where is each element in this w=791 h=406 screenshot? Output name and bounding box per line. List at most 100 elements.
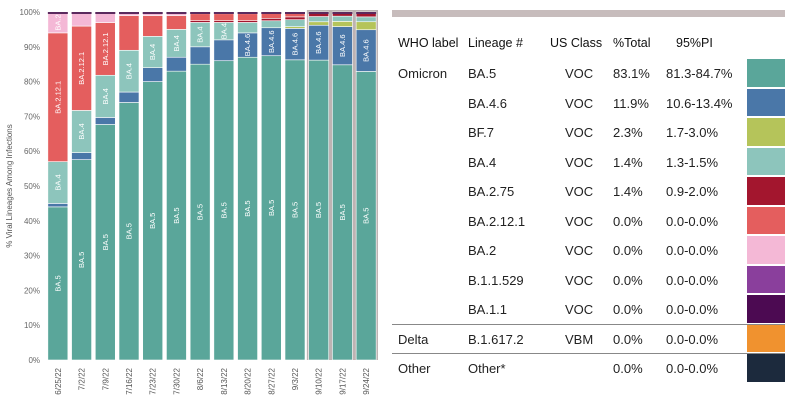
segment-label: BA.4: [125, 63, 134, 79]
segment-label: BA.4: [53, 174, 62, 190]
x-tick-label: 7/23/22: [149, 367, 158, 394]
legend-prediction-interval: 0.0-0.0%: [666, 361, 719, 376]
y-tick-label: 60%: [24, 147, 40, 156]
segment-label: BA.4.6: [338, 34, 347, 57]
x-tick-label: 8/27/22: [267, 367, 276, 394]
legend-who-label: Other: [398, 361, 431, 376]
bar-top-cap: [213, 12, 234, 14]
bar-top-cap: [285, 12, 305, 14]
bar-top-cap: [332, 12, 353, 14]
legend-percent-total: 0.0%: [613, 213, 643, 229]
y-tick-label: 20%: [24, 286, 40, 295]
segment-label: BA.4: [77, 123, 86, 139]
bar-segment-ba-2-12-1: [213, 13, 235, 21]
bar-segment-ba-4: [237, 22, 258, 34]
segment-label: BA.4: [148, 44, 157, 60]
segment-label: BA.5: [125, 223, 134, 239]
legend-prediction-interval: 10.6-13.4%: [666, 95, 733, 111]
header-percent-total: %Total: [613, 36, 651, 50]
legend-who-label: Omicron: [398, 66, 448, 81]
legend-percent-total: 1.4%: [613, 184, 643, 199]
segment-label: BA.4.6: [243, 34, 252, 57]
segment-label: BA.5: [219, 202, 228, 218]
bar-segment-ba-2: [71, 11, 92, 27]
legend-prediction-interval: 0.0-0.0%: [666, 243, 719, 258]
segment-label: BA.5: [291, 202, 300, 218]
y-tick-label: 40%: [24, 217, 40, 226]
legend-color-swatch: [747, 354, 785, 382]
header-lineage: Lineage #: [468, 36, 523, 50]
legend-prediction-interval: 0.0-0.0%: [666, 272, 719, 288]
y-tick-label: 30%: [24, 252, 40, 261]
bar-segment-ba-2-75: [260, 17, 282, 22]
legend-us-class: VOC: [565, 154, 594, 170]
x-tick-label: 9/24/22: [362, 367, 371, 394]
legend-us-class: VOC: [565, 213, 594, 229]
bar-top-cap: [71, 12, 92, 14]
legend-us-class: VOC: [565, 272, 594, 288]
segment-label: BA.4: [101, 88, 110, 104]
legend-lineage-name: BA.2.75: [468, 184, 515, 199]
y-tick-label: 10%: [24, 321, 40, 330]
segment-label: BA.5: [314, 202, 323, 218]
legend-percent-total: 83.1%: [613, 66, 650, 81]
header-who-label: WHO label: [398, 36, 459, 50]
segment-label: BA.5: [267, 200, 276, 216]
legend-prediction-interval: 0.9-2.0%: [666, 184, 719, 199]
legend-prediction-interval: 0.0-0.0%: [666, 331, 719, 347]
y-axis-label: % Viral Lineages Among Infections: [5, 124, 14, 247]
y-tick-label: 80%: [24, 78, 40, 87]
segment-label: BA.5: [172, 207, 181, 223]
legend-us-class: VOC: [565, 243, 594, 258]
legend-lineage-name: BA.2.12.1: [468, 213, 526, 229]
legend-us-class: VOC: [565, 66, 594, 81]
bar-top-cap: [142, 12, 163, 14]
legend-percent-total: 11.9%: [613, 95, 649, 111]
legend-us-class: VBM: [565, 331, 594, 347]
legend-percent-total: 0.0%: [613, 361, 643, 376]
bar-segment-ba-4: [260, 20, 282, 29]
bar-segment-ba-4-6: [213, 39, 235, 62]
segment-label: BA.5: [362, 208, 371, 224]
y-tick-label: 90%: [24, 43, 40, 52]
bar-segment-ba-2-12-1: [118, 15, 140, 51]
x-tick-label: 7/2/22: [78, 367, 87, 390]
legend-lineage-name: BF.7: [468, 125, 495, 140]
y-tick-label: 100%: [20, 8, 40, 17]
bar-segment-ba-4: [355, 16, 377, 23]
segment-label: BA.5: [148, 213, 157, 229]
segment-label: BA.2.12.1: [53, 81, 62, 114]
bar-segment-bf-7: [355, 21, 377, 31]
legend-percent-total: 1.4%: [613, 154, 643, 170]
bar-top-cap: [166, 12, 187, 14]
legend-lineage-name: BA.4: [468, 154, 497, 170]
legend-lineage-name: BA.1.1: [468, 302, 508, 317]
segment-label: BA.2.12.1: [101, 32, 110, 65]
header-us-class: US Class: [550, 36, 603, 50]
y-tick-label: 50%: [24, 182, 40, 191]
bar-segment-ba-2-75: [284, 16, 306, 20]
legend-lineage-name: B.1.617.2: [468, 331, 524, 347]
bar-segment-ba-4-6: [71, 152, 92, 160]
segment-label: BA.5: [53, 275, 62, 291]
x-tick-label: 8/13/22: [220, 367, 229, 394]
legend-us-class: VOC: [565, 125, 594, 140]
segment-label: BA.5: [196, 204, 205, 220]
segment-label: BA.4: [196, 26, 205, 42]
bar-segment-ba-4-6: [166, 56, 187, 72]
legend-percent-total: 2.3%: [613, 125, 643, 140]
segment-label: BA.4: [172, 35, 181, 51]
legend-prediction-interval: 1.3-1.5%: [666, 154, 719, 170]
bar-top-cap: [95, 12, 116, 14]
x-tick-label: 9/3/22: [291, 367, 300, 390]
legend-color-swatch: [747, 147, 785, 175]
y-tick-label: 70%: [24, 112, 40, 121]
bar-segment-ba-2-12-1: [166, 15, 187, 30]
segment-label: BA.5: [77, 252, 86, 268]
bar-segment-ba-4: [332, 15, 353, 22]
bar-top-cap: [47, 12, 68, 14]
legend-lineage-name: BA.4.6: [468, 95, 508, 111]
bar-segment-ba-4-6: [47, 203, 69, 208]
legend-color-swatch: [747, 236, 785, 264]
bar-segment-ba-2-12-1: [237, 13, 258, 21]
